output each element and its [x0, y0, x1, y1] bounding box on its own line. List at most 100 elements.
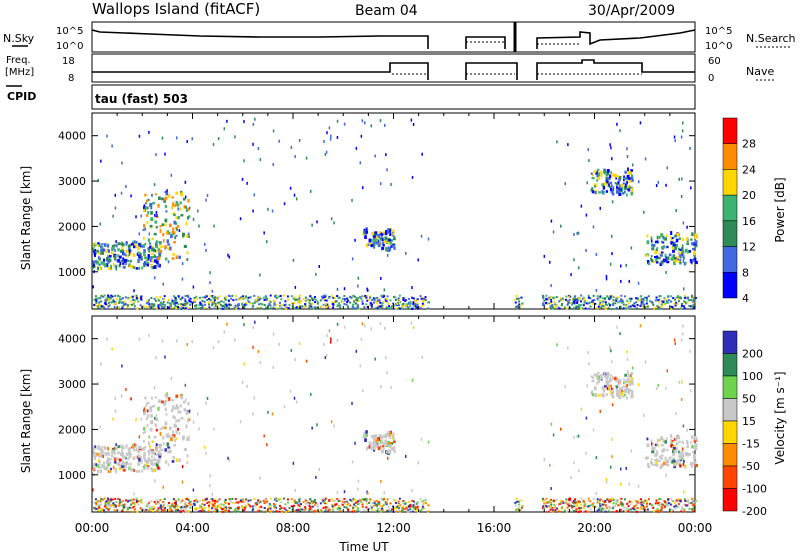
scatter-cell [100, 509, 103, 512]
scatter-cell [587, 505, 590, 508]
scatter-cell [331, 504, 334, 507]
scatter-cell [612, 304, 615, 307]
scatter-cell [294, 358, 296, 362]
scatter-cell [393, 246, 396, 250]
scatter-cell [615, 502, 618, 505]
scatter-cell [172, 202, 175, 207]
scatter-cell [119, 464, 122, 468]
scatter-cell [423, 501, 426, 504]
scatter-cell [643, 506, 646, 509]
scatter-cell [662, 461, 666, 466]
scatter-cell [586, 384, 588, 388]
scatter-cell [642, 301, 645, 304]
scatter-cell [211, 295, 214, 298]
scatter-cell [150, 256, 152, 261]
scatter-cell [353, 300, 356, 303]
scatter-cell [390, 239, 394, 242]
scatter-cell [598, 296, 601, 299]
scatter-cell [345, 506, 348, 509]
scatter-cell [619, 332, 621, 336]
scatter-cell [391, 508, 394, 511]
scatter-cell [656, 305, 659, 308]
scatter-cell [147, 206, 149, 210]
scatter-cell [139, 242, 142, 246]
scatter-cell [175, 419, 178, 423]
scatter-cell [578, 509, 581, 512]
scatter-cell [372, 297, 375, 300]
scatter-cell [130, 300, 133, 303]
scatter-cell [114, 206, 117, 210]
scatter-cell [560, 427, 562, 431]
scatter-cell [347, 299, 350, 302]
scatter-cell [601, 386, 604, 390]
scatter-cell [352, 294, 355, 297]
scatter-cell [333, 424, 335, 428]
scatter-cell [658, 295, 661, 298]
scatter-cell [381, 507, 384, 510]
scatter-cell [132, 302, 135, 305]
scatter-cell [682, 324, 684, 328]
scatter-cell [623, 190, 626, 194]
scatter-cell [688, 452, 691, 456]
scatter-cell [518, 303, 521, 306]
scatter-cell [105, 297, 108, 300]
scatter-cell [588, 159, 590, 163]
scatter-cell [580, 506, 583, 509]
scatter-cell [387, 505, 390, 508]
scatter-cell [662, 438, 665, 443]
scatter-cell [106, 337, 108, 341]
scatter-cell [145, 505, 148, 508]
scatter-cell [142, 431, 145, 434]
scatter-cell [172, 302, 175, 305]
scatter-cell [561, 506, 564, 509]
scatter-cell [181, 480, 184, 484]
scatter-cell [174, 235, 177, 240]
scatter-cell [399, 510, 402, 513]
scatter-cell [96, 464, 100, 468]
scatter-cell [610, 146, 612, 150]
scatter-cell [178, 432, 181, 436]
scatter-cell [639, 507, 642, 510]
scatter-cell [112, 465, 115, 470]
scatter-cell [265, 240, 268, 244]
scatter-cell [349, 301, 352, 304]
freq-panel: Freq. [MHz] 18 8 60 0 Nave [5, 53, 776, 84]
scatter-cell [612, 505, 615, 508]
scatter-cell [591, 176, 595, 180]
scatter-cell [186, 302, 189, 305]
scatter-cell [620, 390, 624, 393]
scatter-cell [692, 295, 695, 298]
scatter-cell [224, 298, 227, 301]
scatter-cell [120, 262, 123, 266]
scatter-cell [234, 497, 237, 500]
scatter-cell [351, 257, 354, 261]
scatter-cell [587, 296, 590, 299]
scatter-cell [95, 298, 98, 301]
scatter-cell [629, 503, 632, 506]
scatter-cell [157, 466, 160, 470]
scatter-cell [589, 297, 592, 300]
scatter-cell [392, 438, 396, 441]
scatter-cell [245, 504, 248, 507]
scatter-cell [138, 463, 140, 466]
scatter-cell [412, 500, 415, 503]
scatter-cell [256, 499, 259, 502]
scatter-cell [155, 413, 158, 417]
scatter-cell [164, 304, 167, 307]
scatter-cell [98, 303, 101, 306]
scatter-cell [631, 187, 634, 192]
scatter-cell [101, 446, 104, 449]
scatter-cell [606, 303, 609, 306]
scatter-cell [146, 263, 150, 267]
scatter-cell [693, 503, 696, 506]
scatter-cell [184, 300, 187, 303]
scatter-cell [610, 184, 613, 187]
scatter-cell [612, 395, 615, 399]
scatter-cell [172, 434, 176, 438]
scatter-cell [605, 477, 608, 481]
scatter-cell [337, 297, 340, 300]
scatter-cell [405, 507, 408, 510]
scatter-cell [330, 134, 332, 138]
scatter-cell [263, 231, 265, 235]
scatter-cell [622, 303, 625, 306]
